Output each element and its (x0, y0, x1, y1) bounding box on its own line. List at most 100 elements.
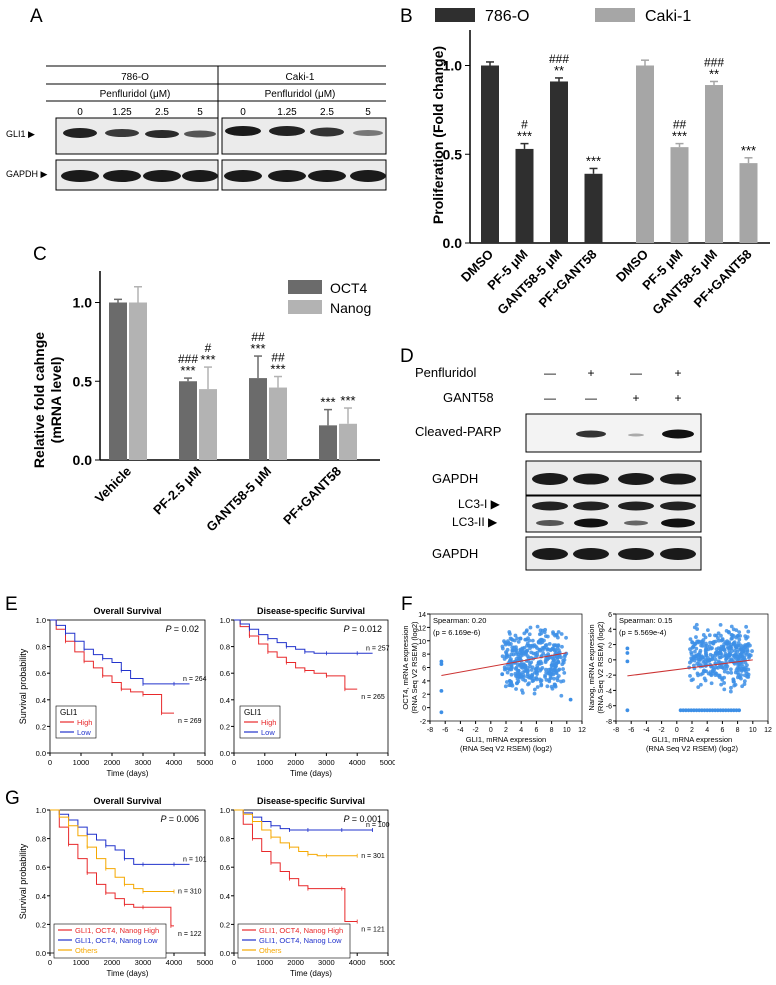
p-value: P = 0.012 (344, 624, 382, 634)
data-point (702, 708, 707, 713)
y-tick-label: 0.4 (220, 696, 230, 705)
data-point (547, 670, 551, 675)
survival-curve (234, 809, 358, 923)
data-point (554, 671, 559, 676)
data-point (745, 648, 750, 652)
legend-label: High (77, 718, 92, 727)
legend-title: GLI1 (244, 708, 262, 717)
data-point (507, 632, 512, 636)
blot-row-label: GAPDH ▶ (6, 169, 48, 179)
data-point (690, 640, 695, 645)
panel-a-figure: A 786-O Caki-1 Penfluridol (μM) Penfluri… (6, 6, 387, 191)
data-point (527, 632, 532, 637)
scatter-points (625, 622, 754, 713)
bar (269, 387, 287, 460)
p-symbol: P (166, 624, 174, 634)
x-tick-label: PF+GANT58 (280, 464, 344, 528)
data-point (703, 635, 708, 640)
data-point (729, 708, 734, 713)
legend-label: Low (261, 728, 275, 737)
km-plot: Overall Survival 0 1000 2000 3000 4000 5000 0.0… (18, 796, 213, 978)
data-point (534, 677, 539, 682)
treatment-label: Penfluridol (μM) (265, 89, 336, 100)
x-tick-label: 1000 (256, 758, 273, 767)
data-point (515, 674, 520, 679)
data-point (531, 644, 536, 649)
x-tick-label: 2 (690, 727, 694, 734)
data-point (521, 670, 525, 675)
data-point (550, 686, 555, 691)
data-point (722, 687, 727, 692)
n-label: n = 269 (178, 718, 202, 725)
legend-label-786o: 786-O (485, 8, 529, 25)
p-symbol: P (344, 624, 352, 634)
data-point (545, 634, 550, 639)
condition-sign: + (587, 366, 594, 380)
data-point (554, 633, 559, 637)
y-tick-label: 1.0 (36, 806, 46, 815)
data-point (738, 633, 743, 638)
data-point (737, 630, 742, 635)
data-point (552, 676, 556, 681)
y-tick-label: 0.0 (36, 749, 46, 758)
data-point (705, 708, 710, 713)
y-axis-label: Proliferation (Fold change) (430, 46, 446, 224)
data-point (538, 677, 542, 682)
y-tick-label: 0.6 (220, 669, 230, 678)
y-axis-label: Nanog, mRNA expression (587, 624, 596, 710)
y-axis-label-2: (mRNA level) (48, 357, 64, 444)
data-point (538, 628, 543, 633)
data-point (710, 641, 715, 645)
x-tick-label: 4000 (349, 758, 366, 767)
panel-e-figure: E (5, 594, 18, 615)
panel-letter-g: G (5, 788, 20, 809)
data-point (697, 652, 701, 657)
data-point (731, 627, 736, 632)
x-tick-label: 0 (489, 727, 493, 734)
dose-label: 2.5 (155, 107, 169, 118)
data-point (727, 652, 732, 657)
x-tick-label: 3000 (135, 958, 152, 967)
data-point (512, 645, 517, 650)
plot-frame (49, 619, 206, 754)
data-point (530, 679, 535, 684)
bar (636, 65, 654, 243)
data-point (694, 622, 699, 627)
data-point (548, 648, 553, 653)
bar (179, 381, 197, 460)
x-tick-label: 0 (232, 758, 236, 767)
bar (129, 302, 147, 460)
data-point (713, 633, 717, 638)
data-point (729, 632, 734, 637)
bar (481, 65, 499, 243)
km-e2: Disease-specific Survival 0 1000 2000 3000 40… (212, 600, 395, 780)
significance-mark: *** (517, 129, 532, 144)
km-plot: Overall Survival 0 1000 2000 3000 4000 5000 0.0… (18, 606, 213, 778)
data-point (523, 678, 528, 683)
data-point (709, 681, 714, 686)
bar (550, 81, 568, 243)
data-point (728, 667, 733, 672)
x-tick-label: 3000 (318, 958, 335, 967)
condition-label: GANT58 (443, 390, 494, 405)
y-axis-label-2: (RNA Seq V2 RSEM) (log2) (596, 621, 605, 714)
panel-d-figure: D Penfluridol GANT58 — + — + — — + + Cle… (400, 346, 702, 571)
data-point (519, 674, 524, 679)
data-point (694, 646, 699, 651)
significance-mark: *** (586, 153, 601, 168)
blot-label: LC3-II ▶ (452, 515, 498, 529)
y-tick-label: 0 (422, 706, 426, 713)
data-point (689, 652, 694, 657)
x-tick-label: 1000 (73, 758, 90, 767)
legend-label: Low (77, 728, 91, 737)
data-point (539, 631, 544, 636)
data-point (559, 632, 564, 636)
x-tick-label: 2000 (104, 758, 121, 767)
data-point (559, 693, 564, 698)
panel-letter-c: C (33, 244, 47, 265)
x-tick-label: 3000 (135, 758, 152, 767)
x-axis-label: Time (days) (107, 769, 149, 778)
data-point (713, 650, 718, 655)
legend-label: Others (259, 946, 282, 955)
